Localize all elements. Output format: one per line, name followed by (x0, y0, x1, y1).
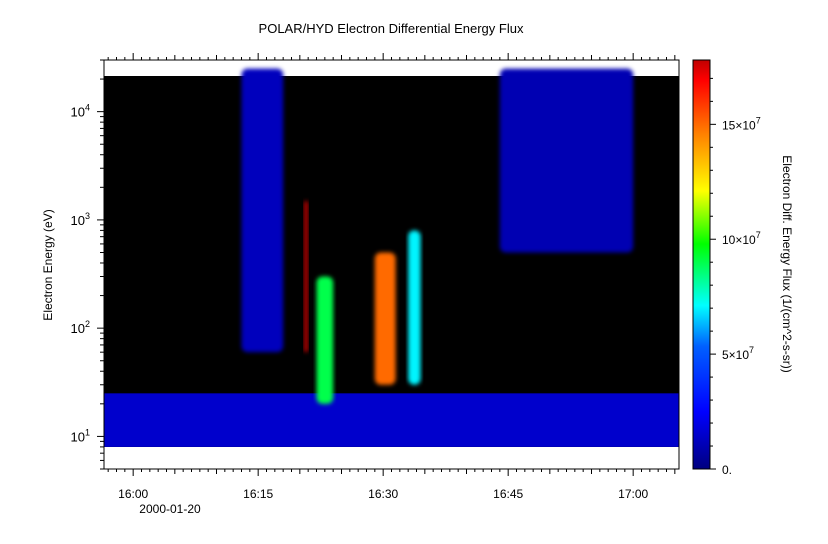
colorbar-tick-label: 15×107 (722, 115, 761, 132)
colorbar-ticks: 0. 5×107 10×107 15×107 (710, 77, 761, 477)
y-tick-label: 104 (71, 103, 90, 120)
colorbar-tick-label: 0. (722, 463, 732, 477)
spectrogram-cell-3 (304, 200, 309, 353)
chart-title: POLAR/HYD Electron Differential Energy F… (259, 21, 524, 36)
x-tick-label: 16:15 (243, 487, 273, 501)
colorbar-tick-label: 5×107 (722, 345, 754, 362)
y-tick-label: 102 (71, 319, 90, 336)
spectrogram-cell-7 (499, 68, 634, 253)
spectrogram-cell-4 (316, 276, 334, 404)
y-axis: 101 102 103 104 (71, 59, 104, 470)
x-tick-label: 16:30 (368, 487, 398, 501)
colorbar: 0. 5×107 10×107 15×107 (692, 59, 761, 477)
x-tick-label: 16:00 (118, 487, 148, 501)
colorbar-tick-label: 10×107 (722, 230, 761, 247)
colorbar-gradient (692, 59, 711, 470)
spectrogram-image (104, 68, 679, 447)
y-tick-label: 101 (71, 427, 90, 444)
spectrogram-cell-6 (408, 230, 421, 385)
x-tick-label: 16:45 (493, 487, 523, 501)
spectrogram-cell-2 (241, 68, 284, 353)
x-date-label: 2000-01-20 (139, 502, 201, 516)
spectrogram-cell-1 (104, 393, 679, 447)
y-axis-label: Electron Energy (eV) (41, 209, 55, 320)
x-axis: 16:00 16:15 16:30 16:45 17:00 (107, 53, 676, 501)
x-tick-label: 17:00 (618, 487, 648, 501)
y-tick-label: 103 (71, 211, 90, 228)
spectrogram-cell-5 (374, 252, 396, 385)
colorbar-label: Electron Diff. Energy Flux (1/(cm^2-s-sr… (780, 155, 794, 372)
plot-area (103, 59, 680, 470)
